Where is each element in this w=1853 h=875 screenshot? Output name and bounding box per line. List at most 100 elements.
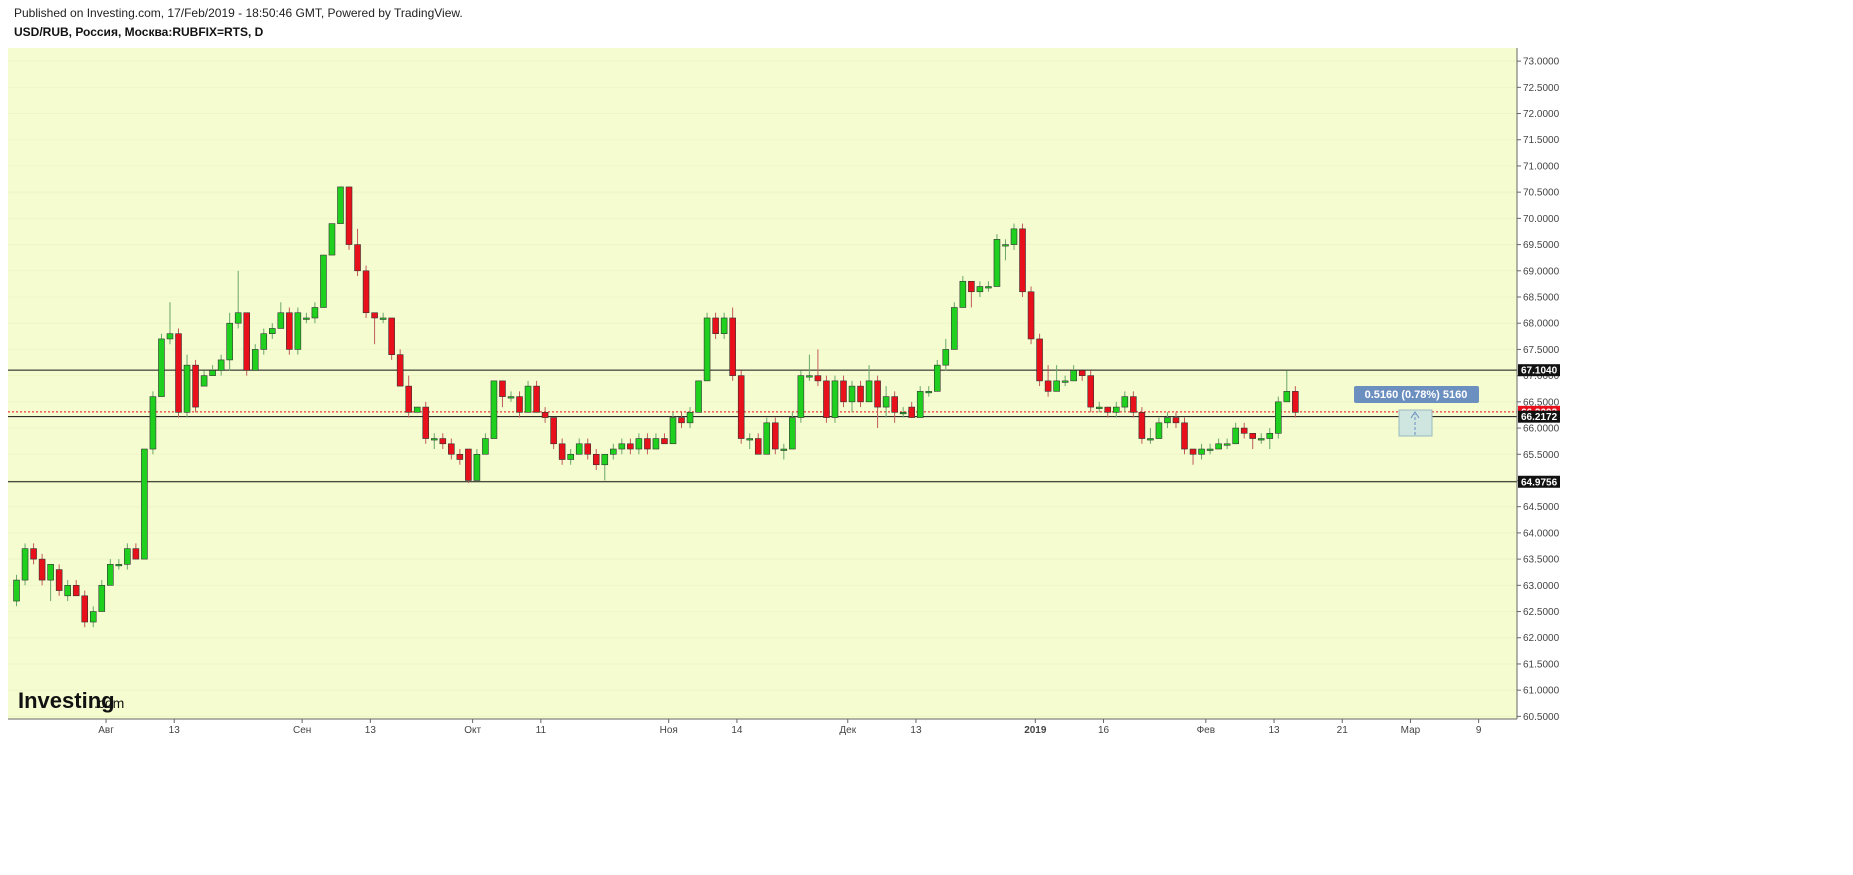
x-tick-label: 13	[169, 725, 181, 736]
candle	[413, 406, 421, 413]
measure-tool[interactable]: 0.5160 (0.78%) 5160	[1354, 386, 1479, 437]
candle-body	[166, 333, 174, 340]
candle	[635, 433, 643, 455]
y-axis-ticks: 73.0000 72.5000 72.0000 71.5000 71.0000 70.50…	[1517, 57, 1560, 723]
candle-body	[1283, 391, 1291, 403]
candle	[183, 354, 191, 418]
candle	[277, 302, 285, 329]
price-tag-box	[1518, 364, 1560, 377]
candle	[1121, 391, 1129, 413]
candle-body	[968, 280, 975, 293]
x-tick-label: Фев	[1197, 725, 1215, 736]
candle	[933, 359, 941, 392]
candle	[601, 453, 609, 481]
price-tag-label: 66.2172	[1521, 412, 1558, 423]
candle-body	[473, 453, 481, 481]
candle	[592, 449, 600, 470]
candle-body	[72, 585, 80, 597]
candle	[1027, 286, 1035, 345]
candle-body	[217, 359, 225, 371]
y-tick-label: 66.5000	[1523, 397, 1560, 408]
candle	[712, 312, 719, 339]
candle	[993, 234, 1001, 287]
candle	[627, 438, 634, 455]
candle-body	[516, 396, 523, 413]
candle	[1019, 223, 1026, 298]
candle	[686, 407, 694, 429]
candle-body	[1095, 406, 1103, 409]
candle	[1181, 417, 1188, 455]
candle-body	[780, 448, 788, 451]
candle	[1010, 223, 1018, 250]
candle-body	[422, 406, 430, 439]
candle-body	[81, 595, 89, 623]
candle-body	[882, 396, 890, 408]
chart-header: Published on Investing.com, 17/Feb/2019 …	[14, 6, 463, 39]
candle-body	[848, 385, 856, 403]
candle-body	[942, 349, 950, 366]
candle-body	[448, 443, 455, 455]
logo-brand: Investing	[18, 688, 115, 713]
candle-body	[1036, 338, 1043, 382]
y-tick-label: 65.5000	[1523, 450, 1560, 461]
candle	[1078, 370, 1086, 381]
candle-body	[1087, 375, 1095, 408]
candle	[175, 328, 182, 418]
candle	[840, 375, 847, 408]
candle-body	[831, 380, 839, 418]
candle-body	[345, 186, 353, 245]
candle	[192, 359, 199, 413]
candle-body	[311, 307, 319, 319]
candle	[200, 370, 208, 387]
horizontal-gridlines	[8, 60, 1517, 717]
candle-body	[192, 364, 199, 408]
measure-label-box	[1354, 386, 1479, 403]
candle-body	[13, 579, 20, 602]
candle	[737, 370, 745, 444]
x-tick-label: 21	[1337, 725, 1349, 736]
price-tag-label: 64.9756	[1521, 477, 1558, 488]
y-tick-label: 73.0000	[1523, 57, 1560, 68]
candle	[968, 280, 975, 308]
candle	[47, 564, 54, 602]
candle-body	[55, 569, 63, 591]
candle-body	[1249, 433, 1256, 439]
measure-label: 0.5160 (0.78%) 5160	[1365, 389, 1468, 401]
candle-body	[320, 254, 327, 308]
candle-body	[703, 317, 711, 382]
candle	[533, 380, 540, 413]
candle	[772, 417, 779, 455]
price-tag-box	[1518, 475, 1560, 488]
price-tag-box	[1518, 410, 1560, 423]
candle	[132, 543, 140, 560]
candle-body	[567, 453, 574, 460]
candle	[311, 302, 319, 324]
candle-body	[933, 364, 941, 392]
candle-body	[1292, 391, 1299, 413]
candle-body	[124, 548, 131, 565]
x-tick-label: Ноя	[660, 725, 678, 736]
candle	[396, 349, 404, 387]
candle	[269, 323, 276, 339]
x-tick-label: Сен	[293, 725, 311, 736]
candle	[81, 590, 89, 628]
candle	[362, 265, 370, 318]
candle	[1206, 443, 1214, 455]
horizontal-levels	[8, 369, 1517, 483]
candle	[337, 186, 344, 224]
candle-body	[865, 380, 873, 403]
candle-body	[797, 375, 805, 418]
candle-body	[1181, 422, 1188, 450]
candle-body	[618, 443, 626, 450]
candle-body	[575, 443, 583, 455]
candle	[1215, 438, 1222, 450]
candle-body	[840, 380, 847, 403]
candle	[541, 407, 549, 423]
candle	[124, 543, 131, 570]
candle-body	[772, 422, 779, 450]
candle	[1257, 433, 1265, 444]
candle-body	[354, 244, 361, 272]
candle-body	[1223, 443, 1231, 446]
candle-body	[1206, 448, 1214, 451]
